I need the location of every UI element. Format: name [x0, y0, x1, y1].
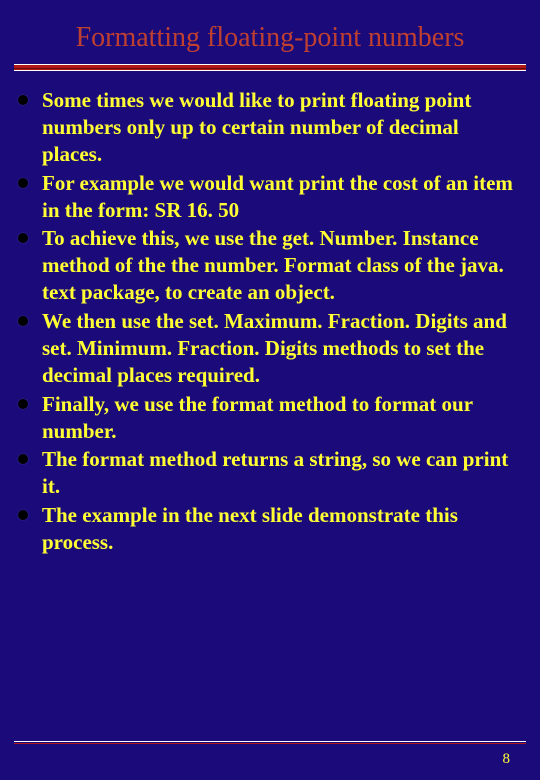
bullet-icon: [18, 316, 28, 326]
bullet-text: To achieve this, we use the get. Number.…: [42, 225, 520, 306]
list-item: Finally, we use the format method to for…: [18, 391, 520, 445]
bullet-icon: [18, 399, 28, 409]
bullet-icon: [18, 95, 28, 105]
bullet-text: Some times we would like to print floati…: [42, 87, 520, 168]
bullet-text: The format method returns a string, so w…: [42, 446, 520, 500]
list-item: To achieve this, we use the get. Number.…: [18, 225, 520, 306]
slide-title: Formatting floating-point numbers: [14, 22, 526, 54]
list-item: For example we would want print the cost…: [18, 170, 520, 224]
bullet-text: We then use the set. Maximum. Fraction. …: [42, 308, 520, 389]
slide: Formatting floating-point numbers Some t…: [0, 0, 540, 780]
list-item: The format method returns a string, so w…: [18, 446, 520, 500]
bullet-icon: [18, 454, 28, 464]
title-divider: [14, 64, 526, 71]
list-item: Some times we would like to print floati…: [18, 87, 520, 168]
bullet-text: Finally, we use the format method to for…: [42, 391, 520, 445]
page-number: 8: [503, 751, 511, 768]
list-item: We then use the set. Maximum. Fraction. …: [18, 308, 520, 389]
list-item: The example in the next slide demonstrat…: [18, 502, 520, 556]
bullet-list: Some times we would like to print floati…: [14, 87, 526, 556]
bullet-icon: [18, 510, 28, 520]
bullet-text: For example we would want print the cost…: [42, 170, 520, 224]
bullet-icon: [18, 233, 28, 243]
bullet-icon: [18, 178, 28, 188]
bullet-text: The example in the next slide demonstrat…: [42, 502, 520, 556]
footer-divider: [14, 741, 526, 744]
